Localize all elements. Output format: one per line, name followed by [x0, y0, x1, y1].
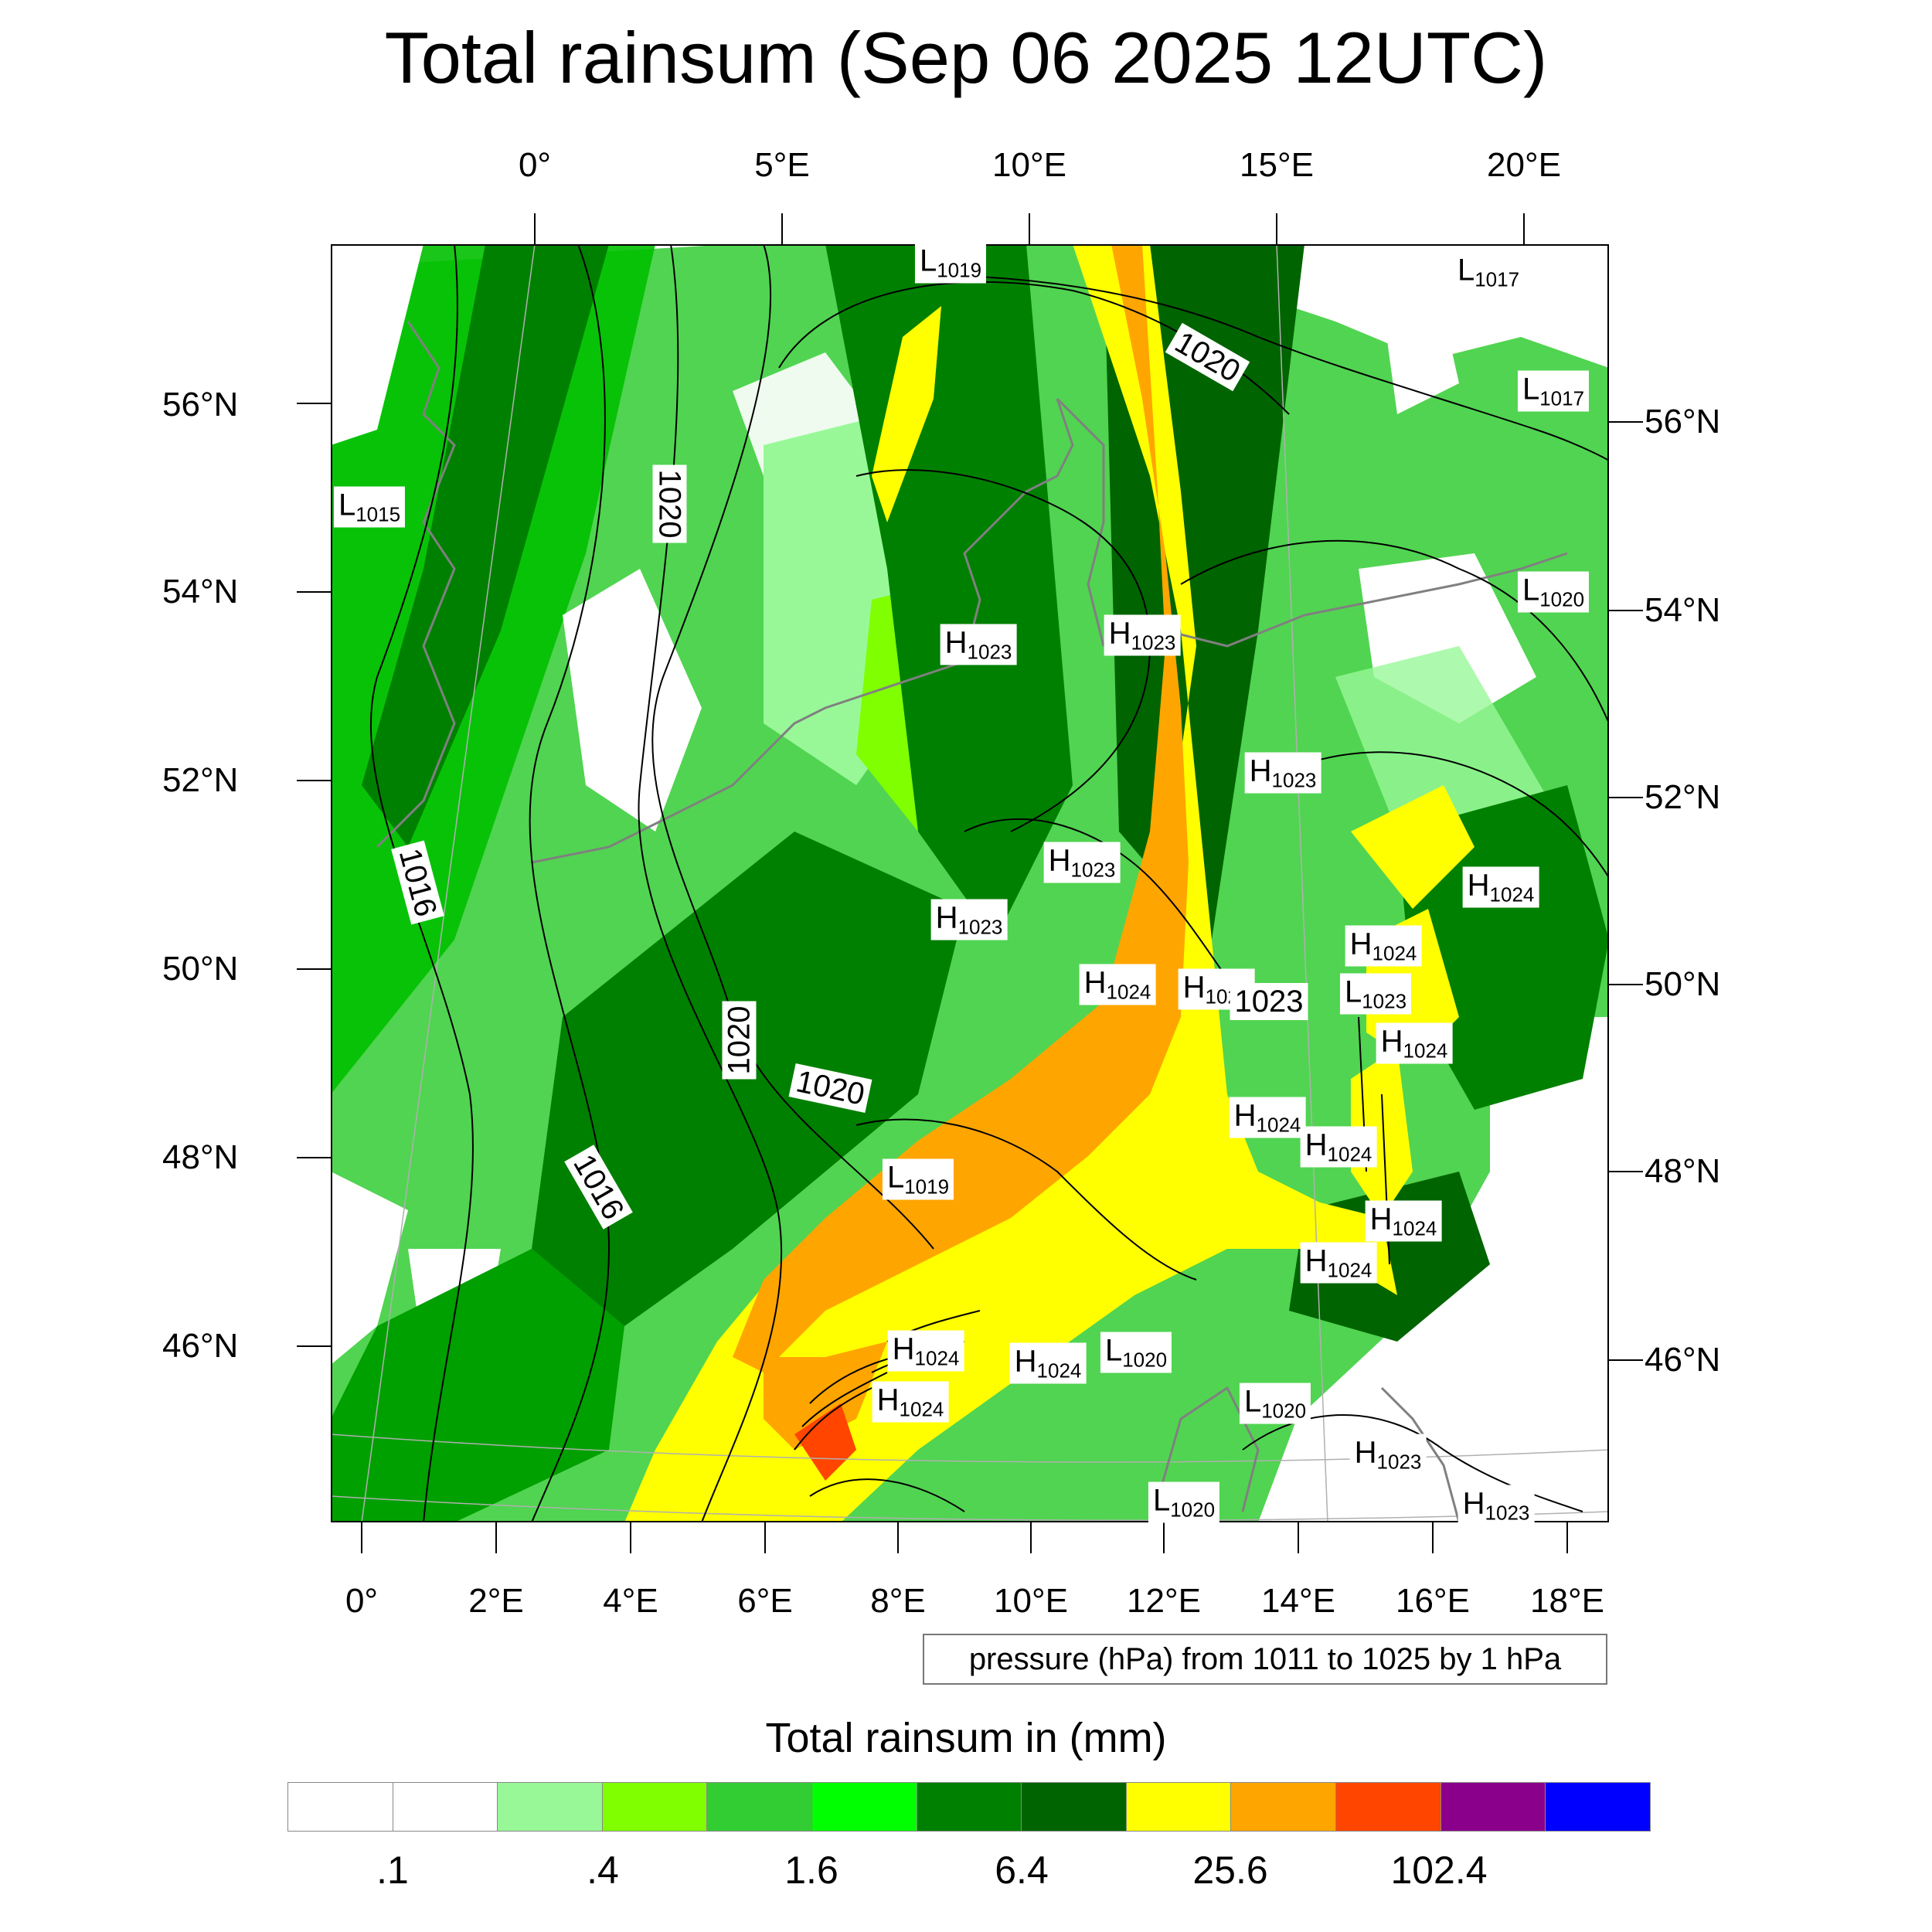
pressure-center-label: H1023	[1244, 752, 1321, 794]
bottom-lon-tick: 12°E	[1127, 1582, 1201, 1620]
stray-pressure-label: 1023	[1230, 983, 1308, 1020]
pressure-center-label: L1017	[1517, 370, 1590, 412]
bottom-lon-tick: 18°E	[1530, 1582, 1604, 1620]
map-title: Total rainsum (Sep 06 2025 12UTC)	[384, 17, 1548, 98]
pressure-center-label: H1024	[872, 1381, 949, 1423]
top-lon-tick: 15°E	[1240, 146, 1314, 184]
colorbar-label: .4	[587, 1849, 619, 1892]
contour-info-box: pressure (hPa) from 1011 to 1025 by 1 hP…	[923, 1634, 1607, 1685]
colorbar-box	[602, 1783, 708, 1831]
bottom-lon-tick: 16°E	[1396, 1582, 1470, 1620]
bottom-lon-tick: 0°	[345, 1582, 379, 1620]
colorbar-box	[1126, 1783, 1232, 1831]
pressure-center-label: L1020	[1148, 1481, 1220, 1523]
pressure-center-label: L1019	[914, 242, 987, 284]
right-lat-tick: 46°N	[1645, 1341, 1721, 1379]
top-lon-tick: 20°E	[1487, 146, 1561, 184]
bottom-lon-tick: 8°E	[870, 1582, 926, 1620]
left-lat-tick: 48°N	[162, 1138, 239, 1176]
colorbar-label: .1	[376, 1849, 409, 1892]
pressure-center-label: L1020	[1239, 1383, 1311, 1424]
colorbar-title: Total rainsum in (mm)	[765, 1715, 1167, 1761]
top-lon-tick: 0°	[518, 146, 552, 184]
colorbar-box	[1546, 1783, 1650, 1831]
pressure-center-label: H1024	[1462, 866, 1539, 908]
colorbar-label: 25.6	[1192, 1849, 1268, 1892]
colorbar-box	[498, 1783, 603, 1831]
top-lon-tick: 5°E	[754, 146, 810, 184]
bottom-lon-tick: 4°E	[603, 1582, 658, 1620]
colorbar-box	[393, 1783, 498, 1831]
isobar-label: 1020	[722, 1001, 757, 1080]
bottom-lon-tick: 14°E	[1261, 1582, 1335, 1620]
pressure-center-label: L1017	[1452, 251, 1525, 293]
left-lat-tick: 56°N	[162, 386, 239, 423]
rainfall-field	[331, 244, 1609, 1522]
pressure-center-label: L1020	[1100, 1332, 1172, 1373]
top-lon-tick: 10°E	[992, 146, 1066, 184]
colorbar-label: 1.6	[784, 1849, 838, 1892]
right-lat-tick: 54°N	[1645, 591, 1721, 629]
pressure-center-label: H1024	[1229, 1097, 1306, 1138]
pressure-center-label: H1023	[1458, 1485, 1535, 1526]
right-lat-tick: 56°N	[1645, 403, 1721, 440]
bottom-lon-tick: 10°E	[994, 1582, 1068, 1620]
pressure-center-label: L1019	[882, 1158, 954, 1200]
right-lat-tick: 52°N	[1645, 778, 1721, 816]
isobar-label: 1020	[652, 464, 687, 543]
colorbar-label: 102.4	[1390, 1849, 1488, 1892]
pressure-center-label: H1024	[1376, 1022, 1453, 1064]
right-lat-tick: 48°N	[1645, 1152, 1721, 1190]
pressure-center-label: H1024	[1300, 1242, 1377, 1284]
pressure-center-label: H1023	[1349, 1434, 1427, 1475]
pressure-center-label: H1023	[930, 899, 1008, 940]
colorbar-box	[707, 1783, 813, 1831]
pressure-center-label: L1015	[333, 486, 406, 528]
colorbar-box	[1336, 1783, 1441, 1831]
pressure-center-label: L1020	[1517, 571, 1590, 613]
pressure-center-label: H1023	[1043, 842, 1121, 883]
colorbar-label: 6.4	[995, 1849, 1049, 1892]
colorbar-box	[917, 1783, 1022, 1831]
pressure-center-label: H1024	[1365, 1200, 1442, 1242]
left-lat-tick: 50°N	[162, 950, 239, 988]
left-lat-tick: 52°N	[162, 761, 239, 799]
pressure-center-label: H1023	[1104, 614, 1181, 656]
pressure-center-label: H1024	[1300, 1126, 1377, 1168]
right-lat-tick: 50°N	[1645, 965, 1721, 1003]
colorbar-box	[812, 1783, 917, 1831]
pressure-center-label: H1024	[887, 1330, 964, 1372]
pressure-center-label: H1024	[1345, 925, 1422, 967]
pressure-center-label: H1024	[1079, 964, 1156, 1005]
colorbar-box	[1231, 1783, 1337, 1831]
left-lat-tick: 46°N	[162, 1327, 239, 1365]
colorbar-box	[1440, 1783, 1546, 1831]
pressure-center-label: H1023	[940, 624, 1017, 665]
pressure-center-label: L1023	[1339, 973, 1412, 1015]
left-lat-tick: 54°N	[162, 573, 239, 611]
colorbar-box	[1022, 1783, 1127, 1831]
bottom-lon-tick: 6°E	[737, 1582, 793, 1620]
rainfall-map	[331, 244, 1609, 1522]
colorbar-box	[288, 1783, 393, 1831]
pressure-center-label: H1024	[1009, 1342, 1087, 1384]
bottom-lon-tick: 2°E	[468, 1582, 524, 1620]
colorbar	[287, 1782, 1651, 1832]
